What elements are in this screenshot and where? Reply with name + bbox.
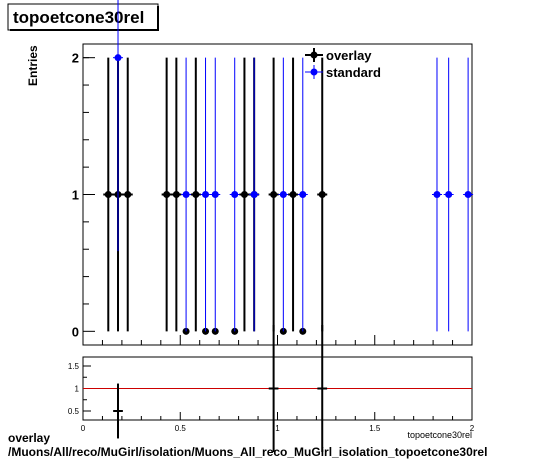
data-point-overlay bbox=[270, 191, 278, 198]
data-point-standard bbox=[182, 191, 190, 198]
data-point-standard bbox=[114, 54, 122, 62]
data-point-overlay bbox=[104, 191, 112, 198]
legend-label-overlay: overlay bbox=[326, 48, 372, 63]
chart-title: topoetcone30rel bbox=[13, 8, 144, 27]
data-point-overlay bbox=[289, 191, 297, 198]
legend-marker-standard bbox=[310, 68, 318, 76]
data-point-overlay bbox=[124, 191, 132, 198]
y-axis-label: Entries bbox=[26, 45, 40, 86]
ratio-y-tick-label: 1 bbox=[75, 385, 80, 394]
data-point-overlay bbox=[192, 191, 200, 198]
ratio-y-tick-label: 1.5 bbox=[68, 362, 80, 371]
ratio-x-tick-label: 0 bbox=[81, 424, 86, 433]
data-point-standard bbox=[279, 191, 287, 198]
ratio-x-tick-label: 1.5 bbox=[369, 424, 381, 433]
ratio-x-tick-label: 0.5 bbox=[175, 424, 187, 433]
y-tick-label: 0 bbox=[72, 324, 79, 339]
data-point-standard bbox=[299, 191, 307, 198]
y-tick-label: 2 bbox=[72, 51, 79, 66]
legend-marker-overlay bbox=[310, 51, 318, 59]
legend-label-standard: standard bbox=[326, 65, 381, 80]
main-series-layer bbox=[103, 0, 474, 335]
chart-title-box: topoetcone30rel bbox=[7, 3, 159, 31]
data-point-standard bbox=[250, 191, 258, 198]
ratio-x-tick-label: 2 bbox=[470, 424, 475, 433]
footer-line-1: overlay bbox=[8, 431, 51, 445]
legend-entry-standard: standard bbox=[305, 65, 381, 80]
x-axis-label: topoetcone30rel bbox=[407, 430, 472, 440]
ratio-axes: 0.511.50 0.5 1 1.5 2 bbox=[68, 362, 475, 433]
data-point-standard bbox=[433, 191, 441, 198]
data-point-overlay bbox=[172, 191, 180, 198]
ratio-x-tick-label: 1 bbox=[275, 424, 280, 433]
ratio-series-layer bbox=[83, 325, 472, 452]
data-point-overlay bbox=[240, 191, 248, 198]
data-point-standard bbox=[231, 191, 239, 198]
y-tick-label: 1 bbox=[72, 188, 79, 203]
data-point-standard bbox=[464, 191, 472, 198]
ratio-y-tick-label: 0.5 bbox=[68, 407, 80, 416]
main-axes: 0 1 2 bbox=[72, 51, 473, 345]
footer-line-2: /Muons/All/reco/MuGirl/isolation/Muons_A… bbox=[8, 445, 488, 459]
data-point-standard bbox=[445, 191, 453, 198]
legend-entry-overlay: overlay bbox=[305, 48, 372, 63]
data-point-overlay bbox=[163, 191, 171, 198]
data-point-overlay bbox=[318, 191, 326, 198]
data-point-standard bbox=[211, 191, 219, 198]
legend: overlay standard bbox=[305, 48, 381, 80]
data-point-standard bbox=[202, 191, 210, 198]
